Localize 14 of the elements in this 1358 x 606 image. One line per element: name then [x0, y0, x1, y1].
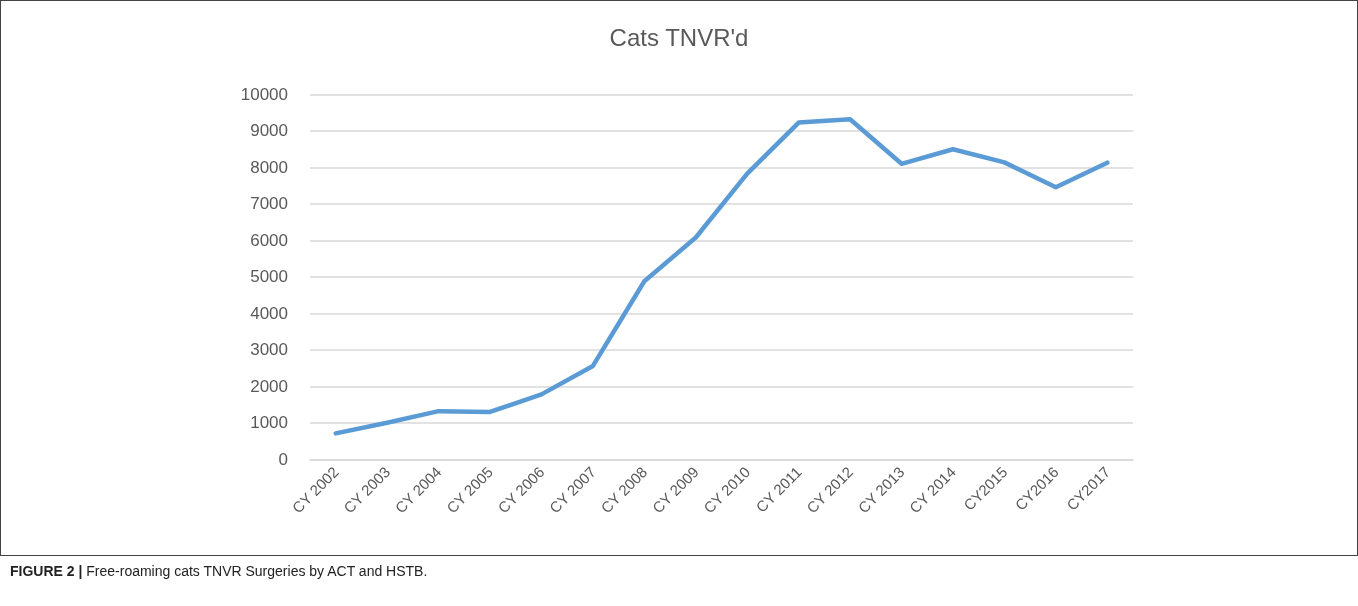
y-tick-label: 10000: [240, 85, 288, 104]
caption: FIGURE 2 | Free-roaming cats TNVR Surgeries by ACT and HSTB.: [10, 563, 428, 579]
y-tick-label: 6000: [250, 230, 288, 250]
y-tick-label: 0: [278, 449, 288, 469]
y-tick-label: 9000: [250, 121, 288, 141]
y-tick-label: 7000: [250, 194, 288, 214]
y-tick-label: 8000: [250, 157, 288, 177]
line-series: [333, 117, 1110, 436]
y-tick-label: 5000: [250, 267, 288, 287]
y-tick-label: 2000: [250, 376, 288, 396]
y-tick-label: 4000: [250, 303, 288, 323]
y-tick-label: 1000: [250, 413, 288, 433]
y-tick-label: 3000: [250, 340, 288, 360]
chart-title: Cats TNVR'd: [609, 23, 749, 51]
